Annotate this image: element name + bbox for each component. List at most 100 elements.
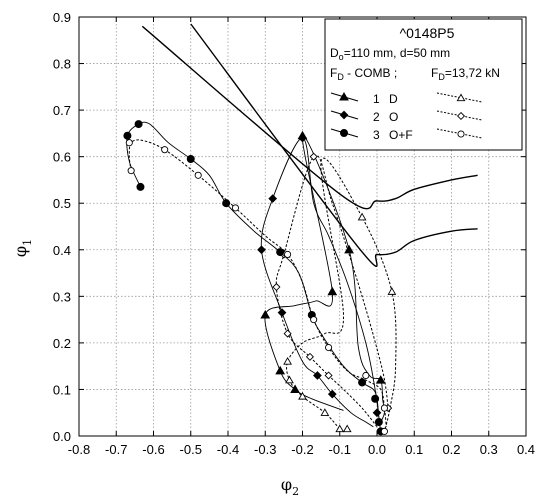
x-tick-label: 0.3 xyxy=(480,442,498,457)
series-2-point xyxy=(283,357,292,365)
series-2-point xyxy=(387,287,397,295)
x-tick-label: -0.3 xyxy=(254,442,276,457)
legend-solid-marker xyxy=(339,128,348,137)
series-4-point xyxy=(309,152,318,161)
legend-entry-1-name: D xyxy=(389,92,398,106)
series-3-point xyxy=(298,133,307,143)
x-tick-label: 0.2 xyxy=(442,442,460,457)
series-6-point xyxy=(380,427,389,435)
series-5-point xyxy=(222,199,231,208)
series-6-point xyxy=(127,167,135,175)
x-tick-label: 0.0 xyxy=(368,442,386,457)
series-6-point xyxy=(231,204,239,212)
x-tick-label: 0.4 xyxy=(517,442,535,457)
legend-solid-marker xyxy=(339,91,349,101)
series-3-point xyxy=(313,371,322,380)
legend-open-marker xyxy=(456,93,466,102)
series-4-point xyxy=(272,282,281,292)
legend: ^0148P5 Do=110 mm, d=50 mm FD - COMB ; F… xyxy=(324,18,523,151)
y-axis-label: φ1 xyxy=(11,239,34,257)
series-2-point xyxy=(320,408,330,416)
y-tick-label: 0.0 xyxy=(53,429,71,444)
series-3-point xyxy=(268,194,278,203)
legend-entry-3-name: O+F xyxy=(389,128,413,142)
series-1-point xyxy=(260,309,271,319)
x-tick-label: 0.1 xyxy=(405,442,423,457)
series-4-point xyxy=(324,371,333,380)
series-6-point xyxy=(194,171,202,179)
series-2-point xyxy=(298,391,307,400)
legend-box xyxy=(324,18,523,151)
legend-force: FD=13,72 kN xyxy=(431,66,500,82)
y-tick-label: 0.7 xyxy=(53,103,71,118)
y-tick-label: 0.1 xyxy=(53,382,71,397)
series-6-point xyxy=(362,371,370,380)
x-tick-label: -0.7 xyxy=(105,442,127,457)
series-6-line xyxy=(128,139,387,427)
series-5-point xyxy=(276,248,285,257)
x-tick-label: -0.4 xyxy=(217,442,239,457)
series-2-point xyxy=(285,375,294,384)
x-tick-label: -0.1 xyxy=(329,442,351,457)
series-3-line xyxy=(260,137,380,428)
y-tick-label: 0.8 xyxy=(53,57,71,72)
y-tick-label: 0.6 xyxy=(53,150,71,165)
series-4-point xyxy=(305,352,314,361)
series-1-point xyxy=(327,286,338,296)
plot-area xyxy=(123,23,478,436)
legend-swatches xyxy=(330,91,483,139)
x-tick-label: -0.5 xyxy=(180,442,202,457)
y-tick-label: 0.4 xyxy=(53,243,71,258)
series-2-point xyxy=(342,424,352,433)
series-6-point xyxy=(325,343,333,352)
legend-entry-2-num: 2 xyxy=(373,110,380,124)
legend-open-marker xyxy=(457,130,465,138)
boundary-line-2 xyxy=(190,23,478,267)
series-5-point xyxy=(123,131,132,140)
series-5-point xyxy=(134,120,143,129)
series-6-point xyxy=(125,139,133,147)
series-5-point xyxy=(136,182,145,191)
series-3-point xyxy=(372,408,382,418)
y-tick-label: 0.5 xyxy=(53,196,71,211)
series-2-point xyxy=(335,424,345,433)
legend-entry-3-num: 3 xyxy=(373,128,380,142)
legend-solid-marker xyxy=(339,110,349,120)
series-3-point xyxy=(277,308,287,317)
x-tick-label: -0.6 xyxy=(142,442,164,457)
series-2-line xyxy=(286,157,397,432)
series-1-point xyxy=(344,244,354,254)
y-tick-label: 0.2 xyxy=(53,336,71,351)
series-5-line xyxy=(126,121,382,432)
series-5-point xyxy=(358,378,367,387)
series-4-line xyxy=(275,154,389,428)
series-3-point xyxy=(257,245,266,255)
x-tick-label: -0.2 xyxy=(291,442,313,457)
y-tick-label: 0.9 xyxy=(53,10,71,25)
series-5-point xyxy=(186,154,195,163)
series-3-point xyxy=(327,389,337,399)
series-5-point xyxy=(374,418,383,427)
axis-ticks: -0.8 -0.7 -0.6 -0.5 -0.4 -0.3 -0.2 -0.1 0.0 0.1 0.… xyxy=(53,10,535,457)
series-1-line xyxy=(264,135,385,423)
series-4-point xyxy=(283,329,292,338)
legend-open-marker xyxy=(456,111,466,121)
series-6-point xyxy=(161,146,169,154)
x-axis-label: φ2 xyxy=(281,475,299,498)
legend-method: FD - COMB ; xyxy=(330,66,397,82)
boundary-line-1 xyxy=(141,25,478,210)
series-6-point xyxy=(310,316,318,324)
legend-title: ^0148P5 xyxy=(400,25,455,41)
series-5-point xyxy=(371,394,380,403)
series-6-point xyxy=(380,404,389,412)
y-tick-label: 0.3 xyxy=(53,289,71,304)
series-6-point xyxy=(284,250,292,258)
series-1-point xyxy=(275,365,286,375)
legend-entry-2-name: O xyxy=(389,110,398,124)
legend-dimensions: Do=110 mm, d=50 mm xyxy=(330,46,450,62)
series-2-point xyxy=(357,212,367,221)
legend-entry-1-num: 1 xyxy=(373,92,380,106)
x-tick-label: -0.8 xyxy=(68,442,90,457)
series-1-point xyxy=(375,375,386,384)
